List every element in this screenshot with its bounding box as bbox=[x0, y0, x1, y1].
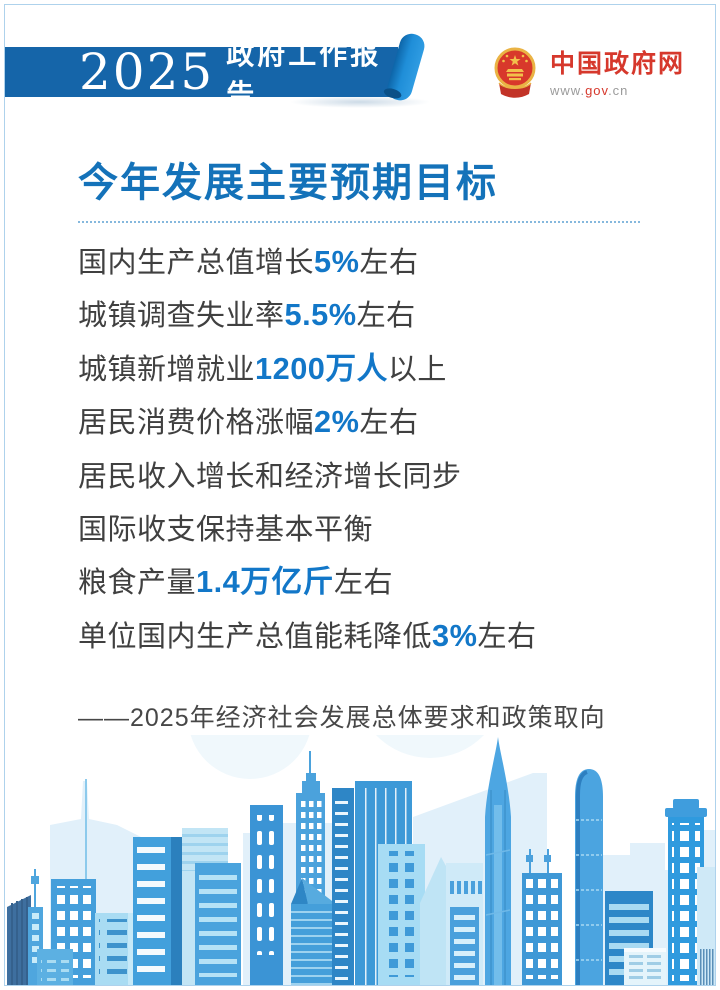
target-text: 左右 bbox=[477, 620, 537, 653]
target-highlight: 5% bbox=[314, 244, 360, 279]
logo-site-url: www.gov.cn bbox=[550, 83, 685, 98]
logo-site-name: 中国政府网 bbox=[550, 50, 686, 78]
target-item: 居民收入增长和经济增长同步 bbox=[78, 450, 536, 503]
target-highlight: 5.5% bbox=[284, 297, 357, 333]
target-item: 城镇新增就业1200万人以上 bbox=[78, 343, 536, 396]
target-item: 国内生产总值增长5%左右 bbox=[78, 236, 536, 289]
page-title: 今年发展主要预期目标 bbox=[78, 161, 498, 205]
skyline-buildings-right bbox=[485, 737, 715, 985]
target-highlight: 1200万人 bbox=[255, 350, 388, 386]
source-line: ——2025年经济社会发展总体要求和政策取向 bbox=[78, 704, 606, 732]
header-ribbon: 2025 政府工作报告 bbox=[5, 39, 398, 110]
target-item: 居民消费价格涨幅2%左右 bbox=[78, 396, 536, 449]
target-text: 国际收支保持基本平衡 bbox=[78, 514, 374, 547]
ribbon-title: 政府工作报告 bbox=[226, 39, 382, 110]
target-text: 居民收入增长和经济增长同步 bbox=[78, 460, 462, 493]
target-item: 国际收支保持基本平衡 bbox=[78, 503, 536, 556]
target-text: 国内生产总值增长 bbox=[78, 247, 315, 279]
backdrop-circle bbox=[190, 735, 310, 779]
dotted-divider bbox=[78, 221, 640, 223]
url-www: www. bbox=[550, 83, 586, 98]
target-text: 城镇调查失业率 bbox=[78, 300, 285, 333]
url-cn: .cn bbox=[608, 83, 629, 98]
url-gov: gov bbox=[585, 83, 609, 98]
target-text: 居民消费价格涨幅 bbox=[78, 407, 315, 440]
targets-list: 国内生产总值增长5%左右 城镇调查失业率5.5%左右 城镇新增就业1200万人以… bbox=[78, 236, 536, 663]
target-item: 单位国内生产总值能耗降低3%左右 bbox=[78, 610, 536, 663]
skyline-buildings-middle bbox=[250, 751, 483, 985]
target-item: 粮食产量1.4万亿斤左右 bbox=[78, 556, 536, 609]
national-emblem-icon bbox=[494, 47, 536, 98]
skyline-buildings-left bbox=[7, 779, 241, 985]
target-highlight: 2% bbox=[314, 404, 360, 440]
target-text: 左右 bbox=[333, 567, 393, 600]
target-highlight: 1.4万亿斤 bbox=[196, 564, 334, 600]
target-item: 城镇调查失业率5.5%左右 bbox=[78, 289, 536, 342]
target-highlight: 3% bbox=[432, 617, 478, 653]
target-text: 左右 bbox=[359, 247, 419, 279]
target-text: 左右 bbox=[356, 300, 416, 333]
target-text: 单位国内生产总值能耗降低 bbox=[78, 620, 433, 653]
target-text: 城镇新增就业 bbox=[78, 353, 256, 386]
ribbon-year: 2025 bbox=[79, 43, 215, 101]
ribbon-curl-icon bbox=[383, 33, 425, 101]
gov-site-logo: 中国政府网 www.gov.cn bbox=[492, 46, 685, 100]
backdrop-circle bbox=[375, 735, 485, 758]
logo-text: 中国政府网 www.gov.cn bbox=[550, 46, 685, 100]
target-text: 以上 bbox=[387, 353, 447, 386]
target-text: 粮食产量 bbox=[78, 567, 197, 600]
target-text: 左右 bbox=[359, 407, 419, 440]
city-skyline-illustration bbox=[7, 735, 715, 985]
